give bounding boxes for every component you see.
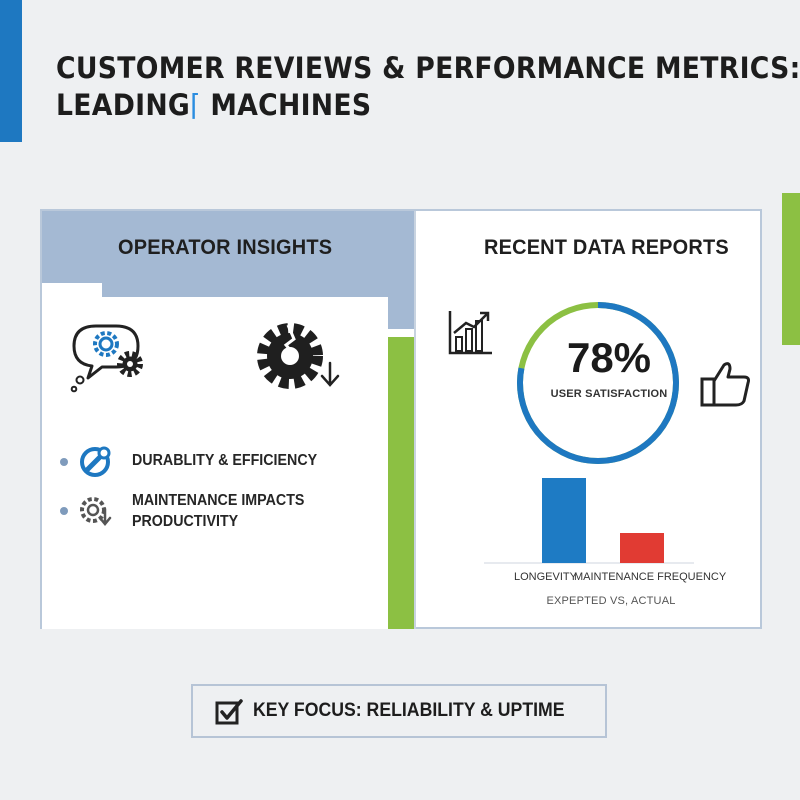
- satisfaction-value: 78%: [566, 334, 652, 381]
- chart-caption: EXPEPTED VS, ACTUAL: [546, 595, 676, 607]
- wrench-icon: [80, 446, 111, 477]
- recent-reports-title: RECENT DATA REPORTS: [484, 236, 729, 259]
- page-title-machines: MACHINES: [200, 88, 372, 122]
- gear-down-arrow-icon: [80, 497, 112, 526]
- broken-gear-down-arrow-icon: [257, 323, 340, 389]
- x-tick-label: LONGEVITY: [514, 571, 577, 583]
- bullet-durability: DURABLITY & EFFICIENCY: [132, 452, 318, 469]
- bar-chart: [484, 478, 694, 564]
- key-focus-label: KEY FOCUS: RELIABILITY & UPTIME: [253, 700, 565, 721]
- page-title-line-1: CUSTOMER REVIEWS & PERFORMANCE METRICS:: [56, 51, 800, 85]
- text-cursor-icon: ⌈: [190, 88, 201, 122]
- thought-bubble-gears-icon: [70, 324, 143, 393]
- accent-bar-right: [782, 193, 800, 345]
- key-focus-box: KEY FOCUS: RELIABILITY & UPTIME: [191, 684, 607, 738]
- bar-maintenance-frequency: [620, 533, 664, 563]
- recent-reports-panel: RECENT DATA REPORTS 78% USER SATISFACTIO…: [416, 211, 762, 629]
- satisfaction-label: USER SATISFACTION: [550, 388, 668, 400]
- thumbs-up-icon: [700, 362, 750, 407]
- satisfaction-gauge: [517, 302, 679, 464]
- page-title-line-2: LEADING⌈ MACHINES: [56, 87, 718, 124]
- checkbox-check-icon: [215, 699, 243, 725]
- x-tick-label: MAINTENANCE FREQUENCY: [574, 571, 727, 583]
- green-accent-bar: [388, 337, 415, 629]
- operator-insights-title: OPERATOR INSIGHTS: [118, 236, 333, 259]
- growth-chart-icon: [448, 311, 492, 355]
- bullet-maintenance: MAINTENANCE IMPACTS PRODUCTIVITY: [132, 492, 305, 530]
- accent-bar-left: [0, 0, 22, 142]
- metrics-card: OPERATOR INSIGHTS DURABLITY & EFFICIENCY: [40, 209, 762, 629]
- page-title: CUSTOMER REVIEWS & PERFORMANCE METRICS: …: [56, 50, 800, 124]
- page-title-leading: LEADING: [56, 88, 191, 122]
- bar-longevity: [542, 478, 586, 563]
